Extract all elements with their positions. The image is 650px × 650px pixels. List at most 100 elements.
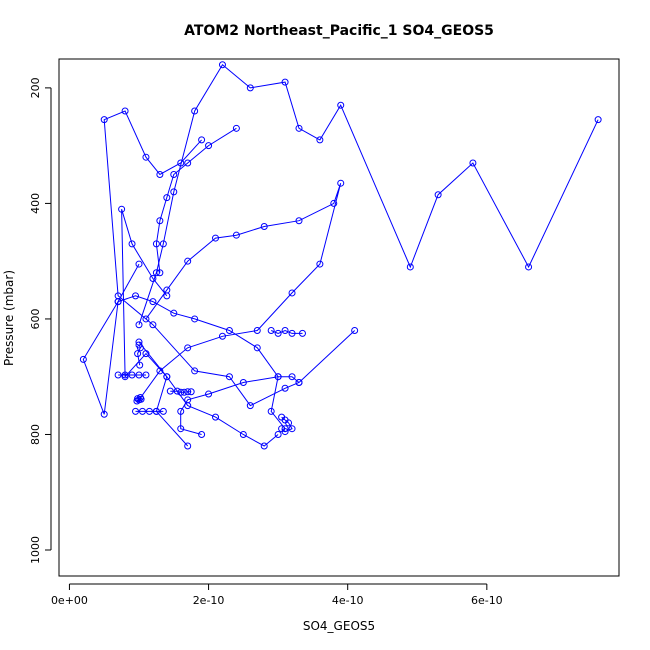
data-point — [135, 260, 143, 268]
series-line — [82, 263, 286, 430]
data-point — [434, 191, 442, 199]
series-line — [121, 209, 279, 447]
series-line — [138, 183, 342, 401]
data-point — [149, 298, 157, 306]
series-line — [138, 341, 189, 447]
data-point — [198, 136, 206, 144]
data-point — [149, 275, 157, 283]
data-point — [281, 78, 289, 86]
data-point — [295, 217, 303, 225]
data-point — [281, 326, 289, 334]
data-point — [316, 136, 324, 144]
data-point — [267, 407, 275, 415]
data-point — [142, 153, 150, 161]
data-point — [138, 407, 146, 415]
data-point — [142, 350, 150, 358]
y-tick-label: 400 — [29, 193, 42, 214]
series-3 — [79, 260, 289, 433]
data-point — [260, 223, 268, 231]
plot-area — [79, 61, 602, 450]
data-point — [135, 321, 143, 329]
y-tick-label: 600 — [29, 308, 42, 329]
data-point — [177, 159, 185, 167]
data-point — [253, 326, 261, 334]
data-point — [163, 194, 171, 202]
series-line — [180, 376, 300, 435]
data-point — [295, 124, 303, 132]
data-point — [205, 390, 213, 398]
data-point — [163, 373, 171, 381]
x-tick-label: 2e-10 — [193, 594, 225, 607]
data-point — [114, 292, 122, 300]
data-point — [184, 344, 192, 352]
data-point — [288, 373, 296, 381]
series-11 — [114, 371, 150, 379]
data-point — [246, 84, 254, 92]
data-point — [187, 388, 195, 396]
data-point — [330, 199, 338, 207]
data-point — [288, 425, 296, 433]
data-point — [159, 240, 167, 248]
data-point — [232, 231, 240, 239]
data-point — [121, 107, 129, 115]
series-7 — [152, 124, 240, 277]
x-tick-label: 6e-10 — [471, 594, 503, 607]
data-point — [132, 292, 140, 300]
data-point — [267, 326, 275, 334]
data-point — [337, 179, 345, 187]
data-point — [166, 387, 174, 395]
x-axis: 0e+00 2e-10 4e-10 6e-10 — [51, 583, 503, 607]
data-point — [159, 407, 167, 415]
data-point — [149, 321, 157, 329]
data-point — [156, 367, 164, 375]
data-point — [136, 361, 144, 369]
data-point — [180, 388, 188, 396]
series-15 — [134, 341, 144, 369]
data-point — [288, 329, 296, 337]
data-point — [191, 367, 199, 375]
data-point — [218, 61, 226, 69]
data-point — [260, 442, 268, 450]
data-point — [246, 402, 254, 410]
data-point — [177, 425, 185, 433]
y-axis-label: Pressure (mbar) — [2, 270, 16, 366]
data-point — [337, 101, 345, 109]
data-point — [145, 407, 153, 415]
data-point — [232, 124, 240, 132]
series-10 — [133, 394, 145, 405]
data-point — [212, 413, 220, 421]
data-point — [274, 329, 282, 337]
data-point — [184, 257, 192, 265]
series-13 — [278, 413, 296, 436]
data-point — [184, 442, 192, 450]
data-point — [100, 410, 108, 418]
series-14 — [267, 326, 306, 337]
data-point — [114, 371, 122, 379]
data-point — [239, 378, 247, 386]
series-12 — [132, 407, 167, 415]
series-9 — [166, 387, 195, 396]
y-axis: 200 400 600 800 1000 — [29, 77, 52, 564]
data-point — [152, 240, 160, 248]
data-point — [274, 373, 282, 381]
data-point — [278, 425, 286, 433]
data-point — [170, 171, 178, 179]
data-point — [156, 269, 164, 277]
data-point — [184, 388, 192, 396]
data-point — [79, 355, 87, 363]
data-point — [156, 217, 164, 225]
data-point — [525, 263, 533, 271]
data-point — [184, 396, 192, 404]
data-point — [152, 269, 160, 277]
data-point — [285, 419, 293, 427]
data-point — [316, 260, 324, 268]
data-point — [184, 159, 192, 167]
y-tick-label: 1000 — [29, 536, 42, 564]
data-point — [170, 188, 178, 196]
data-point — [121, 371, 129, 379]
plot-frame — [58, 58, 620, 577]
data-point — [134, 350, 142, 358]
data-point — [170, 309, 178, 317]
data-point — [218, 332, 226, 340]
